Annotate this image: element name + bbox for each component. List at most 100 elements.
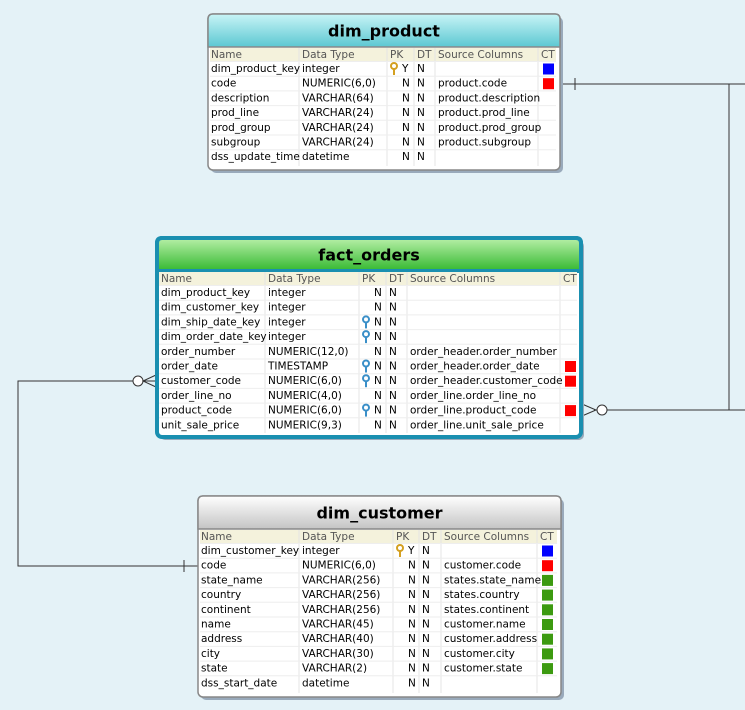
- column-header: CT: [563, 273, 577, 285]
- cell-dt: N: [417, 151, 425, 163]
- cell-name: unit_sale_price: [161, 419, 239, 431]
- cell-source: customer.address: [444, 633, 537, 645]
- cell-type: NUMERIC(6,0): [268, 375, 342, 387]
- cell-dt: N: [389, 375, 397, 387]
- cell-pk: N: [408, 648, 416, 660]
- cell-source: states.state_name: [444, 574, 541, 586]
- cell-name: dim_product_key: [211, 63, 300, 75]
- cell-dt: N: [422, 619, 430, 631]
- cell-name: code: [211, 78, 236, 90]
- ct-marker: [542, 648, 553, 660]
- cell-pk: Y: [407, 545, 415, 557]
- column-header: PK: [390, 49, 404, 61]
- cell-pk: N: [374, 316, 382, 328]
- cell-dt: N: [389, 361, 397, 373]
- ct-marker: [565, 361, 576, 372]
- cell-pk: Y: [401, 63, 409, 75]
- cell-source: customer.city: [444, 648, 515, 660]
- cell-pk: N: [402, 107, 410, 119]
- cell-name: city: [201, 648, 220, 660]
- column-header: Name: [201, 531, 232, 543]
- cell-dt: N: [422, 604, 430, 616]
- cell-dt: N: [422, 633, 430, 645]
- column-header: DT: [422, 531, 437, 543]
- cell-dt: N: [389, 346, 397, 358]
- column-header-row: [159, 272, 577, 286]
- ct-marker: [542, 663, 553, 675]
- cell-pk: N: [408, 560, 416, 572]
- column-header: Name: [211, 49, 242, 61]
- ct-marker: [542, 574, 553, 586]
- cell-type: NUMERIC(6,0): [302, 78, 376, 90]
- cell-source: product.prod_line: [438, 107, 530, 119]
- cell-pk: N: [408, 663, 416, 675]
- ct-marker: [542, 633, 553, 645]
- cell-pk: N: [374, 331, 382, 343]
- cell-pk: N: [408, 589, 416, 601]
- column-header: CT: [541, 49, 555, 61]
- cell-source: order_line.product_code: [410, 405, 537, 417]
- column-header: DT: [389, 273, 404, 285]
- cell-type: VARCHAR(45): [302, 619, 374, 631]
- cell-source: product.subgroup: [438, 137, 531, 149]
- table-header: [197, 495, 562, 530]
- cell-name: order_line_no: [161, 390, 232, 402]
- cell-name: code: [201, 560, 226, 572]
- cell-type: VARCHAR(256): [302, 589, 380, 601]
- cell-dt: N: [422, 663, 430, 675]
- column-header-row: [210, 48, 556, 62]
- cell-pk: N: [402, 92, 410, 104]
- cell-source: order_line.unit_sale_price: [410, 419, 544, 431]
- cell-name: dim_ship_date_key: [161, 316, 260, 328]
- cell-source: customer.code: [444, 560, 521, 572]
- cell-pk: N: [374, 346, 382, 358]
- cell-name: order_date: [161, 361, 218, 373]
- cell-pk: N: [374, 390, 382, 402]
- table-title: fact_orders: [318, 246, 420, 265]
- table: fact_orders Name Data Type PK DT Source Colum…: [155, 236, 584, 440]
- cell-dt: N: [417, 137, 425, 149]
- column-header: Name: [161, 273, 192, 285]
- ct-marker: [542, 545, 553, 557]
- cell-pk: N: [408, 574, 416, 586]
- cell-name: description: [211, 92, 269, 104]
- cell-name: country: [201, 589, 241, 601]
- ct-marker: [542, 589, 553, 601]
- cell-pk: N: [408, 604, 416, 616]
- cell-type: TIMESTAMP: [267, 361, 328, 373]
- cell-dt: N: [389, 419, 397, 431]
- cell-pk: N: [374, 419, 382, 431]
- cell-pk: N: [374, 361, 382, 373]
- crows-foot: [581, 403, 598, 417]
- column-header: Source Columns: [438, 49, 523, 61]
- column-header: PK: [396, 531, 410, 543]
- cell-type: integer: [268, 316, 306, 328]
- cell-dt: N: [422, 574, 430, 586]
- cell-pk: N: [402, 122, 410, 134]
- cell-type: VARCHAR(256): [302, 574, 380, 586]
- cell-dt: N: [417, 107, 425, 119]
- column-header: CT: [540, 531, 554, 543]
- cell-name: state: [201, 663, 228, 675]
- cell-dt: N: [422, 677, 430, 689]
- ct-marker: [543, 63, 554, 75]
- table: dim_product Name Data Type PK DT Source Colum…: [207, 13, 563, 173]
- column-header: Data Type: [302, 49, 355, 61]
- cell-type: integer: [302, 63, 340, 75]
- cell-name: customer_code: [161, 375, 241, 387]
- cell-source: customer.name: [444, 619, 526, 631]
- relationship-line: [560, 83, 730, 411]
- cell-type: integer: [268, 287, 306, 299]
- cell-type: VARCHAR(24): [302, 122, 374, 134]
- cell-dt: N: [417, 63, 425, 75]
- cell-dt: N: [422, 545, 430, 557]
- cell-name: address: [201, 633, 242, 645]
- cell-type: NUMERIC(4,0): [268, 390, 342, 402]
- cell-pk: N: [408, 619, 416, 631]
- cell-name: order_number: [161, 346, 236, 358]
- cell-dt: N: [389, 302, 397, 314]
- column-header-row: [200, 530, 557, 544]
- cell-name: dim_order_date_key: [161, 331, 267, 343]
